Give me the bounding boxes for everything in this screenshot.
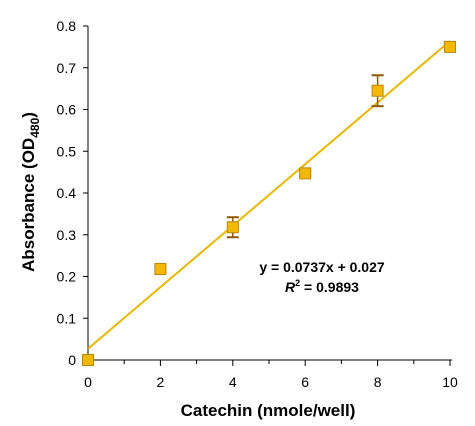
markers-group bbox=[82, 40, 456, 366]
y-tick-label: 0.2 bbox=[57, 269, 77, 285]
data-point-marker bbox=[226, 221, 239, 234]
y-axis-title-end: ) bbox=[19, 112, 38, 118]
trendline-equation: y = 0.0737x + 0.027 bbox=[259, 259, 385, 275]
y-tick-label: 0 bbox=[68, 352, 76, 368]
x-ticks: 0 2 4 6 8 10 bbox=[84, 360, 458, 390]
x-tick-label: 2 bbox=[157, 374, 165, 390]
data-point-marker bbox=[371, 84, 384, 97]
trendline-group bbox=[87, 40, 451, 350]
y-tick-label: 0.7 bbox=[57, 60, 77, 76]
y-tick-label: 0.6 bbox=[57, 102, 77, 118]
y-tick-label: 0.8 bbox=[57, 18, 77, 34]
y-ticks: 0 0.1 0.2 0.3 0.4 0.5 0.6 0.7 0.8 bbox=[57, 18, 88, 368]
y-tick-label: 0.1 bbox=[57, 310, 77, 326]
data-point-marker bbox=[82, 354, 94, 366]
y-tick-label: 0.4 bbox=[57, 185, 77, 201]
y-axis-title-main: Absorbance (OD bbox=[19, 138, 38, 272]
data-point-marker bbox=[154, 262, 167, 275]
y-tick-label: 0.3 bbox=[57, 227, 77, 243]
y-axis-title-subscript: 480 bbox=[28, 117, 42, 137]
trendline-r-squared: R2 = 0.9893 bbox=[285, 278, 359, 295]
r-squared-sup: 2 bbox=[295, 278, 300, 288]
data-point-marker bbox=[299, 167, 312, 180]
x-tick-label: 10 bbox=[442, 374, 458, 390]
x-axis-title: Catechin (nmole/well) bbox=[181, 401, 356, 420]
errorbars-group bbox=[154, 43, 456, 273]
x-tick-label: 0 bbox=[84, 374, 92, 390]
y-axis-title: Absorbance (OD480) bbox=[19, 112, 42, 272]
r-squared-r: R bbox=[285, 279, 296, 295]
y-tick-label: 0.5 bbox=[57, 143, 77, 159]
x-tick-label: 6 bbox=[301, 374, 309, 390]
trendline bbox=[87, 40, 451, 350]
x-tick-label: 4 bbox=[229, 374, 237, 390]
data-point-marker bbox=[444, 40, 456, 53]
r-squared-value: = 0.9893 bbox=[300, 279, 359, 295]
x-tick-label: 8 bbox=[374, 374, 382, 390]
